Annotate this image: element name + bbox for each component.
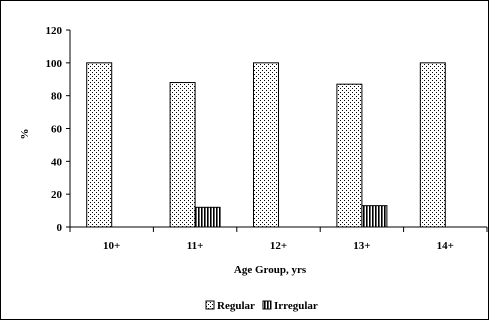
bar-regular-10plus (86, 62, 113, 228)
legend-item-regular: Regular (205, 300, 255, 312)
y-tick-label: 20 (51, 189, 63, 201)
x-tick-label: 12+ (270, 240, 287, 252)
legend-swatch-regular (205, 300, 215, 310)
x-tick-label: 14+ (437, 240, 454, 252)
legend: Regular Irregular (205, 300, 318, 312)
x-axis: 10+ 11+ 12+ 13+ 14+ (69, 226, 488, 252)
bar-regular-14plus (419, 62, 446, 228)
bar-regular-11plus (169, 82, 196, 228)
y-tick-label: 0 (57, 222, 63, 234)
y-tick-label: 100 (46, 58, 63, 70)
bars (86, 62, 446, 228)
x-tick-label: 11+ (187, 240, 204, 252)
bar-regular-12plus (253, 62, 279, 228)
legend-label-irregular: Irregular (274, 300, 318, 312)
y-axis: 0 20 40 60 80 100 120 (46, 25, 71, 234)
y-tick-label: 40 (51, 156, 63, 168)
x-tick-label: 10+ (103, 240, 120, 252)
y-tick-label: 80 (51, 91, 63, 103)
legend-swatch-irregular (262, 300, 272, 310)
y-axis-label: % (19, 129, 31, 140)
legend-label-regular: Regular (217, 300, 255, 312)
bar-regular-13plus (336, 83, 363, 228)
legend-item-irregular: Irregular (262, 300, 318, 312)
y-tick-label: 120 (46, 25, 63, 37)
x-tick-label: 13+ (353, 240, 370, 252)
bar-irregular-11plus (194, 206, 221, 228)
bar-irregular-13plus (361, 205, 388, 228)
x-axis-label: Age Group, yrs (234, 264, 307, 276)
y-tick-label: 60 (51, 124, 63, 136)
